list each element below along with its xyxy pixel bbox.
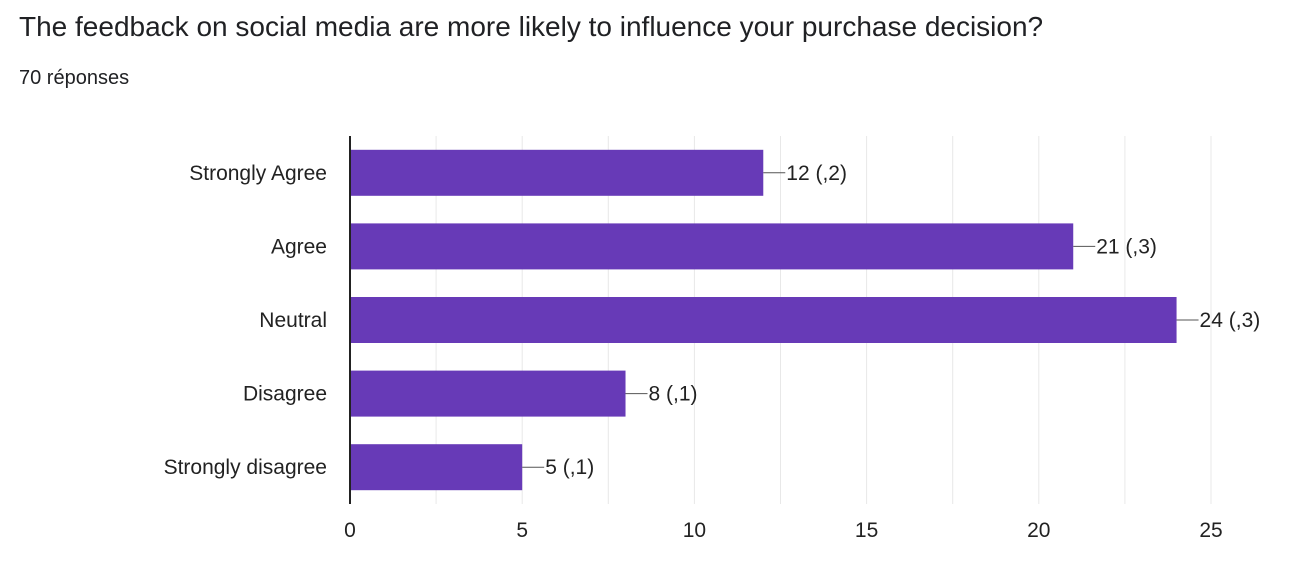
data-label: 5 (,1) — [545, 456, 594, 479]
category-label: Strongly disagree — [164, 456, 327, 479]
bars — [350, 149, 1177, 491]
data-label: 8 (,1) — [649, 383, 698, 406]
bar — [350, 149, 764, 196]
data-label: 24 (,3) — [1200, 309, 1261, 332]
data-label: 21 (,3) — [1096, 235, 1157, 258]
category-label: Disagree — [243, 383, 327, 406]
x-tick-label: 15 — [855, 519, 878, 542]
x-tick-label: 20 — [1027, 519, 1050, 542]
labels: 0 5 10 15 20 25 Strongly Agree 12 (,2) Agree 21 (… — [164, 162, 1261, 542]
response-count: 70 réponses — [19, 67, 130, 89]
bar — [350, 444, 523, 491]
bar — [350, 223, 1074, 270]
x-tick-label: 5 — [516, 519, 528, 542]
category-label: Strongly Agree — [189, 162, 327, 185]
bar — [350, 370, 626, 417]
x-tick-label: 10 — [683, 519, 706, 542]
category-label: Agree — [271, 235, 327, 258]
data-label: 12 (,2) — [786, 162, 847, 185]
x-tick-label: 25 — [1199, 519, 1222, 542]
question-title: The feedback on social media are more li… — [19, 11, 1044, 42]
x-tick-label: 0 — [344, 519, 356, 542]
category-label: Neutral — [259, 309, 327, 332]
bar — [350, 297, 1177, 343]
